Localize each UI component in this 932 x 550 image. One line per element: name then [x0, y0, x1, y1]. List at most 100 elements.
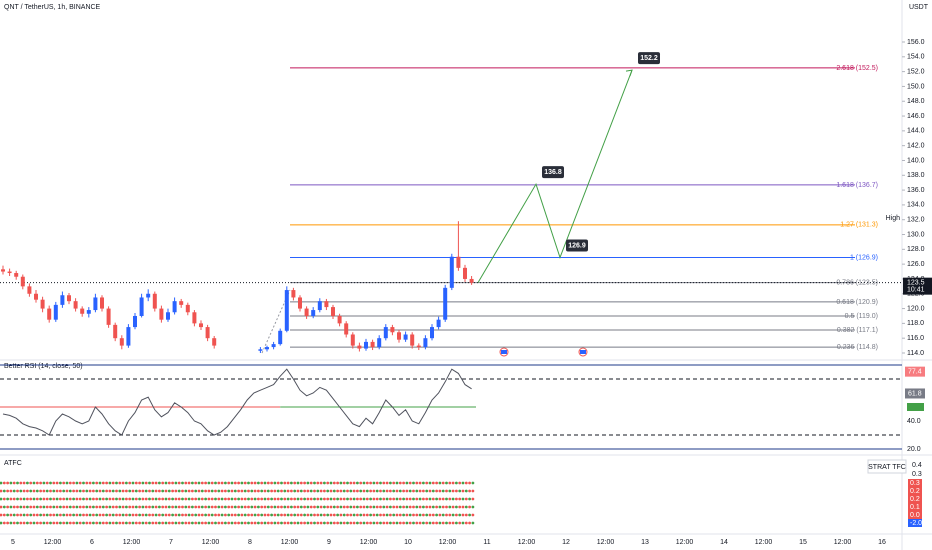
atfc-dot [68, 489, 72, 493]
atfc-dot [220, 489, 224, 493]
atfc-dot [217, 489, 221, 493]
atfc-dot [273, 513, 277, 517]
projection-label: 126.9 [568, 242, 586, 249]
atfc-dot [471, 497, 475, 501]
atfc-dot [280, 521, 283, 525]
atfc-dot [253, 497, 257, 501]
fib-label: 0.382 (117.1) [837, 327, 878, 334]
atfc-dot [39, 521, 42, 525]
atfc-dot [385, 513, 389, 517]
atfc-dot [227, 513, 231, 517]
atfc-dot [224, 505, 227, 509]
atfc-dot [250, 489, 254, 493]
atfc-dot [280, 489, 283, 493]
atfc-dot [253, 505, 257, 509]
atfc-dot [451, 521, 455, 525]
candle-body [370, 341, 375, 348]
fib-label: 1 (126.9) [850, 254, 878, 261]
atfc-dot [59, 521, 62, 525]
x-tick-label: 14 [720, 539, 728, 546]
atfc-dot [111, 505, 115, 509]
atfc-dot [214, 513, 217, 517]
atfc-dot [309, 513, 313, 517]
rsi-tick-label: 20.0 [907, 446, 921, 453]
atfc-dot [332, 489, 336, 493]
atfc-dot [263, 489, 267, 493]
atfc-dot [398, 505, 402, 509]
atfc-dot [237, 497, 241, 501]
atfc-dot [101, 497, 105, 501]
atfc-dot [257, 521, 260, 525]
atfc-dot [68, 497, 72, 501]
atfc-dot [464, 505, 468, 509]
atfc-dot [336, 481, 339, 485]
atfc-dot [299, 513, 303, 517]
candle-body [185, 304, 190, 313]
atfc-dot [207, 521, 211, 525]
atfc-dot [379, 505, 382, 509]
candle-body [271, 344, 276, 348]
atfc-dot [68, 481, 72, 485]
atfc-dot [161, 489, 165, 493]
atfc-dot [336, 497, 339, 501]
atfc-dot [276, 489, 280, 493]
atfc-dot [299, 489, 303, 493]
atfc-dot [144, 521, 148, 525]
atfc-dot [286, 489, 290, 493]
atfc-dot [39, 497, 42, 501]
atfc-dot [342, 481, 346, 485]
atfc-dot [250, 513, 254, 517]
atfc-dot [326, 497, 330, 501]
atfc-dot [154, 481, 158, 485]
atfc-dot [217, 497, 221, 501]
y-tick-label: 144.0 [907, 128, 925, 135]
atfc-dot [210, 513, 214, 517]
atfc-dot [191, 513, 194, 517]
atfc-dot [55, 497, 59, 501]
candle-body [27, 286, 32, 294]
atfc-dot [32, 481, 36, 485]
atfc-dot [266, 513, 270, 517]
atfc-dot [131, 481, 135, 485]
atfc-dot [389, 497, 392, 501]
atfc-dot [408, 481, 412, 485]
atfc-dot [362, 497, 366, 501]
atfc-dot [62, 521, 66, 525]
atfc-dot [92, 481, 95, 485]
candle-body [60, 295, 65, 305]
atfc-tick-label: 0.3 [912, 471, 922, 478]
atfc-dot [12, 497, 16, 501]
atfc-dot [365, 505, 369, 509]
atfc-dot [118, 521, 122, 525]
atfc-dot [247, 497, 250, 501]
atfc-dot [35, 497, 39, 501]
atfc-dot [125, 497, 128, 501]
atfc-dot [392, 481, 396, 485]
atfc-dot [352, 521, 356, 525]
atfc-dot [445, 497, 448, 501]
atfc-dot [276, 513, 280, 517]
atfc-dot [101, 489, 105, 493]
candle-body [106, 308, 111, 325]
atfc-dot [111, 497, 115, 501]
atfc-dot [349, 481, 353, 485]
atfc-tag-text: 0.0 [910, 512, 920, 519]
atfc-dot [154, 497, 158, 501]
atfc-dot [167, 497, 171, 501]
atfc-dot [118, 489, 122, 493]
atfc-dot [398, 481, 402, 485]
atfc-dot [207, 513, 211, 517]
atfc-dot [346, 513, 349, 517]
atfc-dot [379, 513, 382, 517]
atfc-dot [75, 505, 79, 509]
x-tick-label: 12:00 [518, 539, 536, 546]
atfc-dot [339, 505, 343, 509]
rsi-tag-text: 77.4 [908, 368, 922, 375]
candle-body [67, 295, 71, 302]
atfc-dot [111, 521, 115, 525]
y-tick-label: 120.0 [907, 305, 925, 312]
fib-high-label: High [886, 215, 901, 222]
atfc-tag [908, 511, 922, 519]
candle-body [258, 349, 263, 351]
atfc-dot [134, 505, 138, 509]
